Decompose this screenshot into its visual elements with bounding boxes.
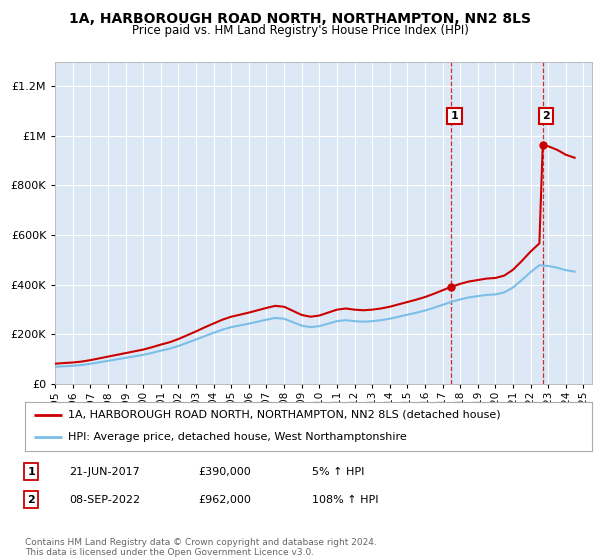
Text: 1A, HARBOROUGH ROAD NORTH, NORTHAMPTON, NN2 8LS (detached house): 1A, HARBOROUGH ROAD NORTH, NORTHAMPTON, … [68,410,500,420]
Text: 08-SEP-2022: 08-SEP-2022 [69,494,140,505]
Text: £390,000: £390,000 [198,466,251,477]
Text: 2: 2 [28,494,35,505]
Text: 5% ↑ HPI: 5% ↑ HPI [312,466,364,477]
Text: Contains HM Land Registry data © Crown copyright and database right 2024.
This d: Contains HM Land Registry data © Crown c… [25,538,377,557]
Text: 1: 1 [28,466,35,477]
Text: 21-JUN-2017: 21-JUN-2017 [69,466,140,477]
Text: HPI: Average price, detached house, West Northamptonshire: HPI: Average price, detached house, West… [68,432,406,442]
Text: 2: 2 [542,111,550,121]
Text: Price paid vs. HM Land Registry's House Price Index (HPI): Price paid vs. HM Land Registry's House … [131,24,469,36]
Text: 1A, HARBOROUGH ROAD NORTH, NORTHAMPTON, NN2 8LS: 1A, HARBOROUGH ROAD NORTH, NORTHAMPTON, … [69,12,531,26]
Text: 1: 1 [451,111,458,121]
Text: £962,000: £962,000 [198,494,251,505]
Text: 108% ↑ HPI: 108% ↑ HPI [312,494,379,505]
